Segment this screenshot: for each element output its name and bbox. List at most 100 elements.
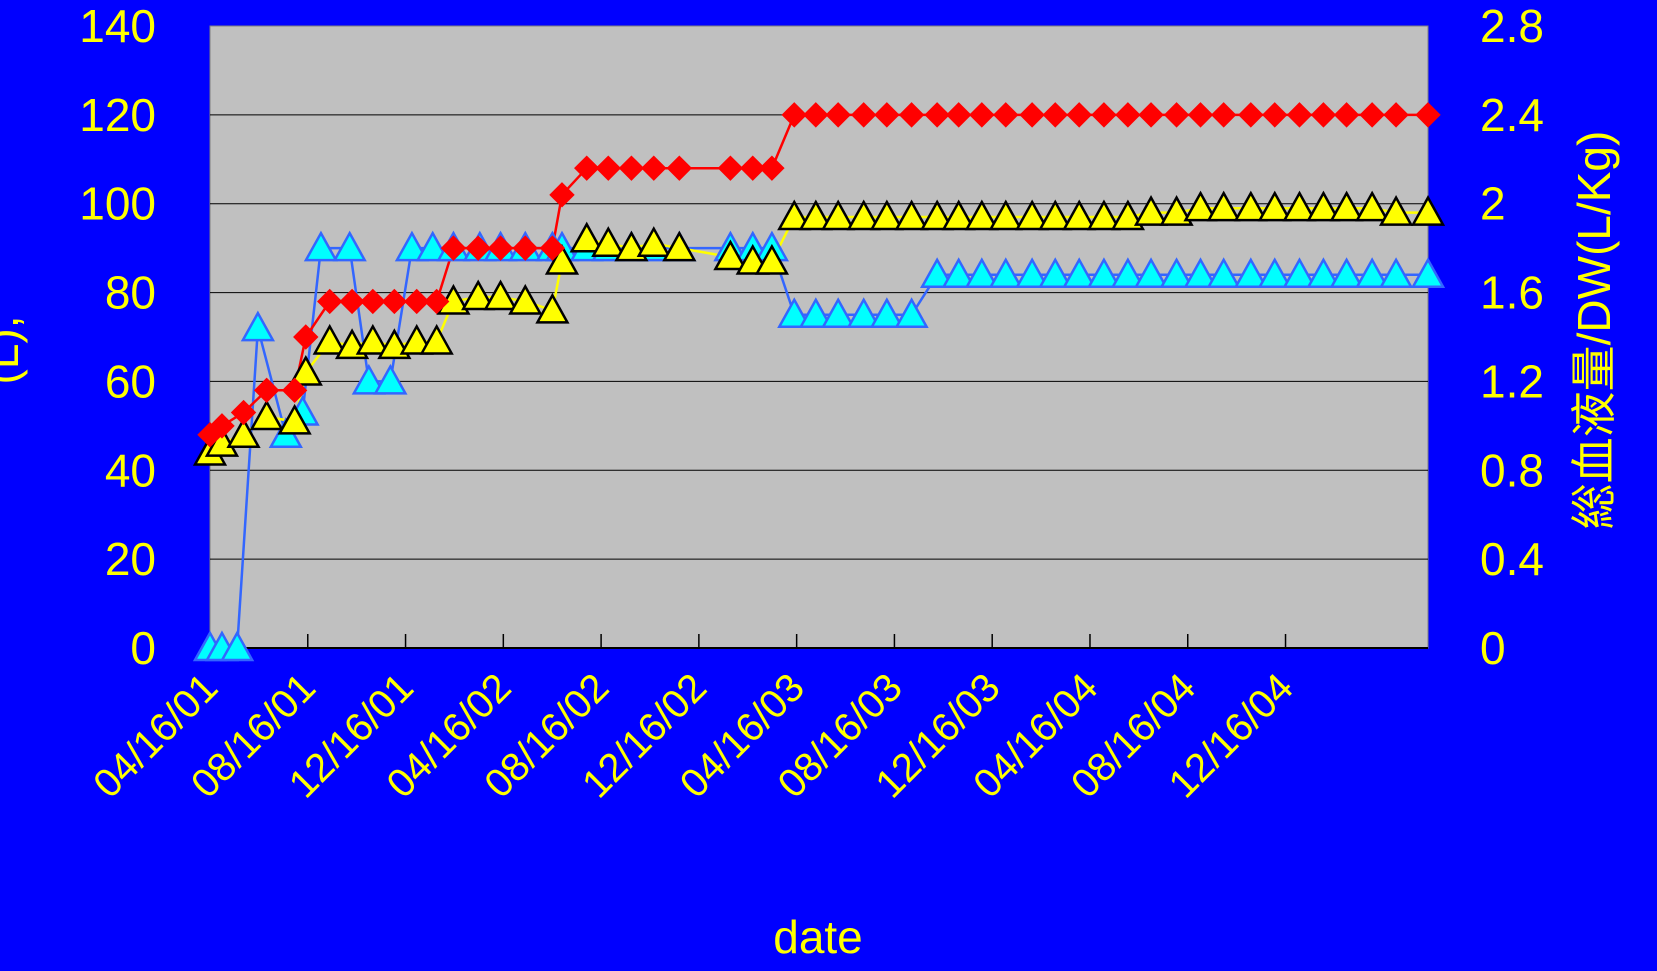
data-point-diamond: [1115, 102, 1141, 128]
data-point-triangle: [941, 257, 976, 289]
data-point-diamond: [440, 235, 467, 261]
data-point-triangle: [240, 310, 276, 342]
data-point-triangle: [1183, 257, 1218, 289]
data-point-diamond: [825, 102, 851, 128]
y-left-tick-label: 60: [105, 355, 156, 407]
data-point-diamond: [1138, 102, 1164, 128]
data-point-triangle: [535, 292, 570, 324]
data-point-diamond: [1359, 102, 1385, 128]
data-point-triangle: [288, 354, 323, 386]
data-point-triangle: [351, 363, 386, 395]
data-point-diamond: [512, 235, 538, 261]
data-point-triangle: [869, 199, 904, 231]
left-axis-title: (L),: [0, 316, 28, 385]
data-point-triangle: [508, 283, 543, 315]
data-point-triangle: [1233, 257, 1268, 289]
data-point-triangle: [1282, 257, 1317, 289]
data-point-triangle: [846, 297, 881, 329]
data-point-triangle: [1355, 190, 1390, 222]
data-point-diamond: [293, 324, 319, 350]
data-point-triangle: [415, 230, 450, 262]
y-left-tick-label: 20: [105, 533, 156, 585]
data-point-diamond: [759, 155, 785, 181]
data-point-triangle: [303, 230, 339, 262]
data-point-triangle: [941, 199, 976, 231]
y-left-tick-label: 40: [105, 444, 156, 496]
data-point-diamond: [1310, 102, 1337, 128]
data-point-diamond: [717, 155, 744, 181]
data-point-diamond: [253, 377, 280, 404]
data-point-diamond: [404, 288, 430, 315]
data-point-diamond: [1091, 102, 1117, 128]
data-point-diamond: [230, 399, 257, 426]
data-point-triangle: [1159, 257, 1194, 289]
data-point-diamond: [874, 102, 900, 128]
data-point-triangle: [1086, 199, 1122, 231]
data-point-triangle: [1110, 257, 1146, 289]
data-point-triangle: [798, 199, 833, 231]
y-left-tick-label: 80: [105, 267, 156, 319]
data-point-triangle: [1014, 199, 1050, 231]
data-point-triangle: [1133, 195, 1169, 226]
data-point-triangle: [1086, 257, 1122, 289]
data-point-diamond: [1383, 102, 1409, 128]
data-point-triangle: [1329, 190, 1364, 222]
y-right-tick-label: 2: [1480, 178, 1506, 230]
data-point-diamond: [539, 235, 566, 261]
data-point-triangle: [777, 199, 812, 231]
data-point-triangle: [846, 199, 881, 231]
data-point-triangle: [394, 230, 430, 262]
data-point-diamond: [1187, 102, 1214, 128]
data-point-triangle: [1159, 195, 1194, 226]
data-point-diamond: [549, 182, 575, 208]
data-point-triangle: [461, 279, 496, 311]
data-point-diamond: [574, 155, 600, 181]
data-point-diamond: [1238, 102, 1264, 128]
data-point-diamond: [618, 155, 645, 181]
data-point-diamond: [317, 288, 343, 315]
data-point-diamond: [339, 288, 365, 315]
data-point-triangle: [1306, 190, 1341, 222]
data-point-triangle: [1038, 199, 1073, 231]
data-point-triangle: [569, 221, 604, 253]
data-point-triangle: [220, 630, 255, 662]
data-point-diamond: [641, 155, 667, 181]
data-point-triangle: [355, 323, 390, 355]
data-point-triangle: [312, 323, 347, 355]
data-point-triangle: [373, 363, 408, 395]
data-point-triangle: [1329, 257, 1364, 289]
y-left-tick-label: 120: [79, 89, 156, 141]
data-point-triangle: [1306, 257, 1341, 289]
data-point-diamond: [423, 288, 450, 315]
data-point-triangle: [1378, 257, 1414, 289]
data-point-triangle: [1355, 257, 1390, 289]
data-point-diamond: [209, 413, 235, 439]
data-point-triangle: [1257, 190, 1292, 222]
series-layer: [192, 102, 1446, 662]
data-point-triangle: [249, 399, 284, 431]
data-point-triangle: [821, 297, 856, 329]
data-point-diamond: [1415, 102, 1441, 128]
data-point-diamond: [1163, 102, 1190, 128]
data-point-triangle: [277, 403, 312, 435]
data-point-triangle: [869, 297, 904, 329]
y-right-tick-label: 2.4: [1480, 89, 1544, 141]
data-point-triangle: [1110, 199, 1146, 231]
data-point-diamond: [1066, 102, 1092, 128]
data-point-triangle: [777, 297, 812, 329]
data-point-diamond: [803, 102, 829, 128]
data-point-diamond: [281, 377, 308, 404]
data-point-triangle: [332, 230, 367, 262]
data-point-diamond: [781, 102, 807, 128]
data-point-triangle: [544, 243, 580, 275]
data-point-triangle: [798, 297, 833, 329]
data-point-triangle: [1062, 199, 1097, 231]
y-right-tick-label: 2.8: [1480, 0, 1544, 52]
data-point-triangle: [636, 226, 671, 257]
data-point-diamond: [465, 235, 491, 261]
y-right-tick-label: 1.2: [1480, 355, 1544, 407]
data-point-diamond: [1286, 102, 1313, 128]
data-point-diamond: [945, 102, 972, 128]
data-point-diamond: [1262, 102, 1288, 128]
